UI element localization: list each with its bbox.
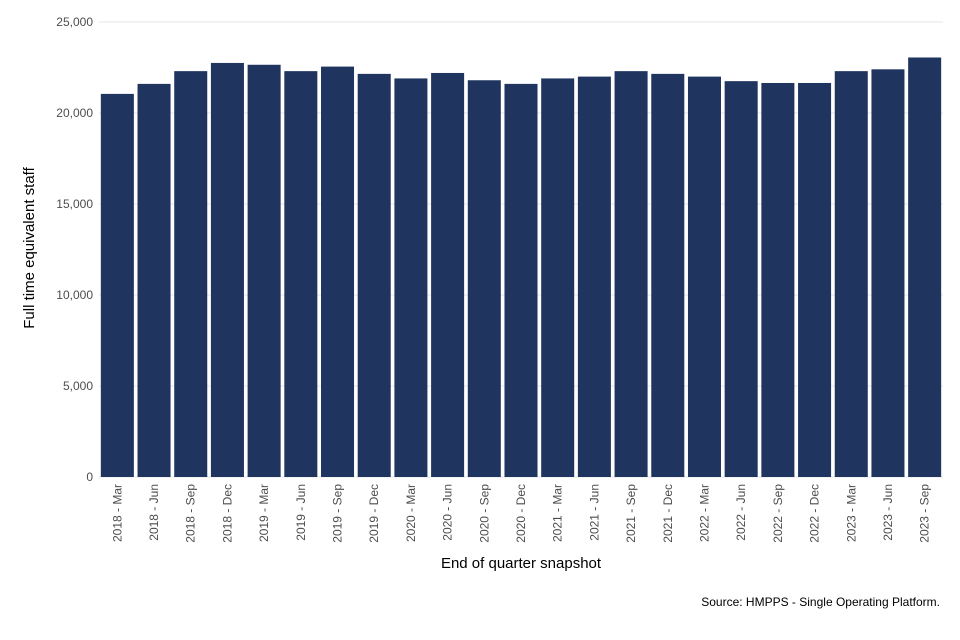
bar bbox=[614, 71, 648, 477]
bar bbox=[431, 72, 465, 478]
x-tick-label: 2022 - Dec bbox=[808, 484, 822, 543]
x-tick-label: 2021 - Dec bbox=[661, 484, 675, 543]
x-tick-label: 2021 - Jun bbox=[587, 484, 601, 541]
x-tick-label: 2018 - Jun bbox=[147, 484, 161, 541]
x-tick-label: 2022 - Jun bbox=[734, 484, 748, 541]
x-tick-label: 2022 - Sep bbox=[771, 484, 785, 543]
y-tick-label: 20,000 bbox=[56, 106, 93, 120]
bar bbox=[541, 78, 575, 478]
y-tick-label: 5,000 bbox=[63, 379, 93, 393]
y-tick-label: 15,000 bbox=[56, 197, 93, 211]
bar bbox=[210, 62, 244, 477]
bar bbox=[798, 82, 832, 477]
x-axis-ticks: 2018 - Mar 2018 - Jun 2018 - Sep 2018 - Dec… bbox=[110, 484, 931, 543]
bar bbox=[761, 82, 795, 477]
bar bbox=[577, 76, 611, 477]
bar bbox=[174, 71, 208, 477]
bar bbox=[321, 66, 355, 477]
bar bbox=[284, 71, 318, 477]
bar bbox=[467, 80, 501, 478]
x-axis-title: End of quarter snapshot bbox=[441, 555, 602, 572]
bar bbox=[908, 57, 942, 478]
bars bbox=[100, 57, 942, 478]
x-tick-label: 2023 - Jun bbox=[881, 484, 895, 541]
bar bbox=[247, 64, 281, 478]
x-tick-label: 2019 - Jun bbox=[294, 484, 308, 541]
bar bbox=[871, 69, 905, 477]
x-tick-label: 2020 - Jun bbox=[441, 484, 455, 541]
x-tick-label: 2019 - Dec bbox=[367, 484, 381, 543]
x-tick-label: 2022 - Mar bbox=[697, 484, 711, 542]
y-axis-ticks: 0 5,000 10,000 15,000 20,000 25,000 bbox=[56, 15, 93, 484]
x-tick-label: 2023 - Sep bbox=[918, 484, 932, 543]
x-tick-label: 2020 - Sep bbox=[477, 484, 491, 543]
x-tick-label: 2019 - Sep bbox=[331, 484, 345, 543]
x-tick-label: 2020 - Mar bbox=[404, 484, 418, 542]
y-axis-title: Full time equivalent staff bbox=[21, 166, 38, 328]
bar bbox=[394, 78, 428, 478]
y-tick-label: 10,000 bbox=[56, 288, 93, 302]
x-tick-label: 2018 - Dec bbox=[220, 484, 234, 543]
bar bbox=[651, 73, 685, 478]
bar bbox=[137, 83, 171, 477]
x-tick-label: 2023 - Mar bbox=[844, 484, 858, 542]
y-tick-label: 0 bbox=[86, 470, 93, 484]
x-tick-label: 2021 - Mar bbox=[551, 484, 565, 542]
bar bbox=[834, 71, 868, 477]
bar bbox=[357, 73, 391, 478]
bar bbox=[504, 83, 538, 477]
x-tick-label: 2019 - Mar bbox=[257, 484, 271, 542]
y-tick-label: 25,000 bbox=[56, 15, 93, 29]
source-note: Source: HMPPS - Single Operating Platfor… bbox=[701, 595, 940, 609]
x-tick-label: 2021 - Sep bbox=[624, 484, 638, 543]
bar bbox=[724, 81, 758, 478]
bar bbox=[100, 93, 134, 477]
bar bbox=[687, 76, 721, 477]
x-tick-label: 2020 - Dec bbox=[514, 484, 528, 543]
x-tick-label: 2018 - Sep bbox=[184, 484, 198, 543]
x-tick-label: 2018 - Mar bbox=[110, 484, 124, 542]
